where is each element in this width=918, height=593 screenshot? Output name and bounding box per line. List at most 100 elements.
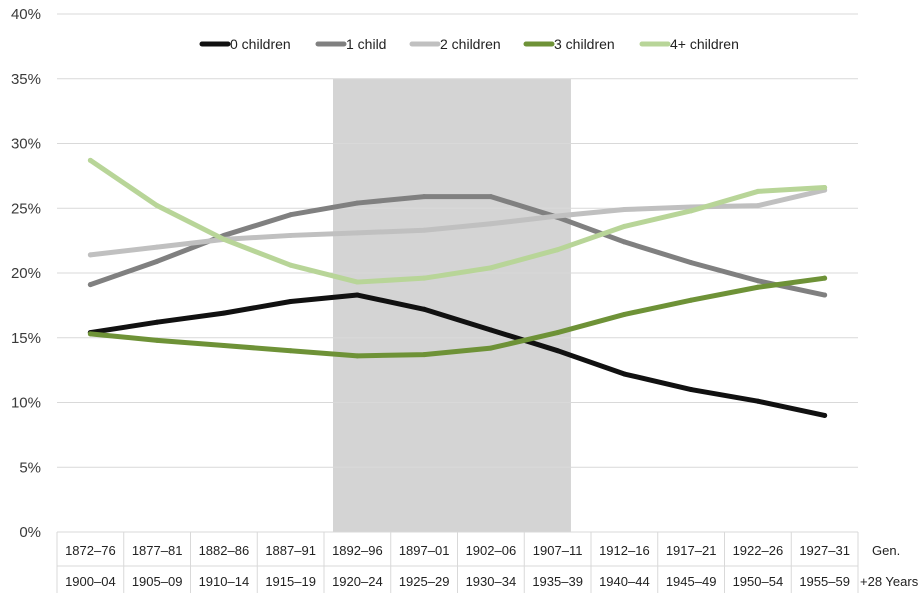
legend-label: 2 children [440,36,501,52]
x-category-label-plus-28: 1910–14 [199,574,250,589]
x-category-label-plus-28: 1940–44 [599,574,650,589]
data-point [354,230,360,236]
series-lines-layer [87,157,828,418]
data-point [354,200,360,206]
data-point [354,279,360,285]
x-axis-category-table: 1872–76 1900–04 1877–81 1905–09 1882–86 1910–… [56,532,918,593]
series-line-3-children [87,275,828,359]
x-category-label: 1902–06 [466,543,517,558]
data-point [688,297,694,303]
data-point [354,292,360,298]
data-point [87,252,93,258]
legend-item-3-children: 3 children [523,36,615,52]
data-point [822,275,828,281]
data-point [87,282,93,288]
y-tick-label: 0% [19,524,41,541]
x-category-label-plus-28: 1935–39 [532,574,583,589]
data-point [221,310,227,316]
data-point [755,398,761,404]
series-line-0-children [87,292,828,418]
shaded-period [333,78,571,532]
data-point [421,227,427,233]
data-point [221,236,227,242]
data-point [555,247,561,253]
series-line-4plus-children [87,157,828,285]
x-category-label-plus-28: 1930–34 [466,574,517,589]
legend: 0 children 1 child 2 children 3 children 4+ … [199,36,739,52]
data-point [154,258,160,264]
data-point [87,331,93,337]
data-point [755,284,761,290]
data-point [621,207,627,213]
y-tick-label: 10% [11,395,41,412]
data-point [288,262,294,268]
data-point [621,371,627,377]
data-point [621,239,627,245]
x-category-label: 1897–01 [399,543,450,558]
x-category-label-plus-28: 1905–09 [132,574,183,589]
data-point [621,223,627,229]
series-3-children [87,275,828,359]
x-category-label-plus-28: 1915–19 [265,574,316,589]
data-point [822,292,828,298]
data-point [154,244,160,250]
x-category-label-plus-28: 1950–54 [733,574,784,589]
x-category-label-plus-28: 1955–59 [799,574,850,589]
data-point [421,306,427,312]
y-tick-label: 40% [11,6,41,23]
x-category-label-plus-28: 1925–29 [399,574,450,589]
x-category-label: 1917–21 [666,543,717,558]
data-point [87,157,93,163]
data-point [488,265,494,271]
row-label-gen: Gen. [872,543,900,558]
legend-item-0-children: 0 children [199,36,291,52]
x-category-label: 1912–16 [599,543,650,558]
x-category-label-plus-28: 1920–24 [332,574,383,589]
data-point [755,203,761,209]
x-category-label: 1887–91 [265,543,316,558]
data-point [688,208,694,214]
y-axis-tick-labels: 0% 5% 10% 15% 20% 25% 30% 35% 40% [11,6,41,541]
legend-item-1-child: 1 child [315,36,386,52]
row-label-years: +28 Years [860,574,918,589]
data-point [488,327,494,333]
data-point [755,188,761,194]
data-point [354,353,360,359]
legend-item-4plus-children: 4+ children [639,36,739,52]
x-category-label: 1907–11 [533,543,583,558]
data-point [488,345,494,351]
data-point [154,203,160,209]
data-point [621,311,627,317]
data-point [154,319,160,325]
x-category-label-plus-28: 1945–49 [666,574,717,589]
data-point [154,337,160,343]
y-tick-label: 30% [11,136,41,153]
data-point [555,213,561,219]
data-point [688,387,694,393]
y-tick-label: 25% [11,200,41,217]
data-point [822,412,828,418]
data-point [755,278,761,284]
x-category-label: 1927–31 [799,543,850,558]
data-point [221,343,227,349]
x-category-label: 1882–86 [199,543,250,558]
legend-label: 3 children [554,36,615,52]
data-point [488,194,494,200]
x-category-label: 1922–26 [733,543,784,558]
series-4plus-children [87,157,828,285]
data-point [421,194,427,200]
data-point [288,232,294,238]
data-point [688,260,694,266]
data-point [555,330,561,336]
y-tick-label: 20% [11,265,41,282]
y-tick-label: 35% [11,71,41,88]
y-tick-label: 5% [19,459,41,476]
series-0-children [87,292,828,418]
legend-item-2-children: 2 children [409,36,501,52]
x-category-label: 1892–96 [332,543,383,558]
x-category-label-plus-28: 1900–04 [65,574,116,589]
data-point [288,348,294,354]
data-point [822,185,828,191]
